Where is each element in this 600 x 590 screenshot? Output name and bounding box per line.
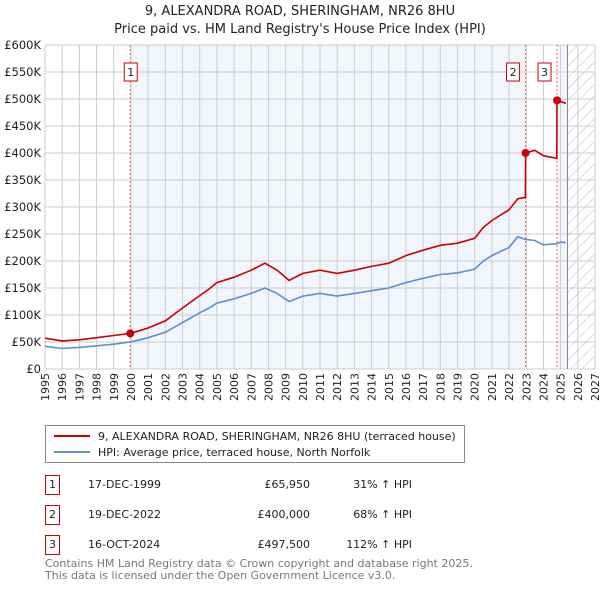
sale-row: 2 19-DEC-2022 £400,000 68% ↑ HPI [45,505,445,525]
x-tick-label: 2000 [125,373,138,401]
x-tick-label: 2014 [366,373,379,401]
sale-price: £65,950 [264,478,311,491]
footer-licence: This data is licensed under the Open Gov… [45,569,396,582]
sale-marker: 3 [45,535,60,555]
x-tick-label: 2021 [486,373,499,401]
hpi-line [44,235,566,350]
x-tick-label: 2003 [177,373,190,401]
sale-hpi-change: 68% ↑ HPI [353,508,412,521]
sale-point [553,96,562,105]
y-tick-label: £250K [4,227,41,241]
y-tick-label: £150K [4,281,41,295]
x-tick-label: 2022 [503,373,516,401]
sale-label-box [123,62,138,82]
x-tick-label: 2019 [452,373,465,401]
x-tick-label: 2004 [194,373,207,401]
chart-title: 9, ALEXANDRA ROAD, SHERINGHAM, NR26 8HU [144,4,456,19]
y-tick-label: £0 [26,362,41,376]
y-tick-label: £100K [4,308,41,322]
x-tick-label: 1998 [91,373,104,401]
sale-price: £400,000 [257,508,311,521]
legend-label-property: 9, ALEXANDRA ROAD, SHERINGHAM, NR26 8HU … [98,429,456,443]
x-tick-label: 2026 [572,373,585,401]
sale-label: 1 [127,66,134,79]
legend: 9, ALEXANDRA ROAD, SHERINGHAM, NR26 8HU … [45,425,465,463]
y-tick-label: £400K [4,146,41,160]
price-paid-line [44,99,567,342]
sale-point [126,329,135,338]
legend-label-hpi: HPI: Average price, terraced house, Nort… [98,445,371,459]
x-tick-label: 2017 [417,373,430,401]
x-tick-label: 2013 [348,373,361,401]
x-tick-label: 2002 [159,373,172,401]
y-tick-label: £550K [4,65,41,79]
x-tick-label: 1999 [108,373,121,401]
sale-price: £497,500 [257,538,311,551]
x-tick-label: 2010 [297,373,310,401]
x-tick-label: 2024 [537,373,550,401]
sale-row: 3 16-OCT-2024 £497,500 112% ↑ HPI [45,535,445,555]
sale-row: 1 17-DEC-1999 £65,950 31% ↑ HPI [45,475,445,495]
x-tick-label: 2020 [469,373,482,401]
footer-copyright: Contains HM Land Registry data © Crown c… [45,557,473,570]
y-tick-label: £200K [4,254,41,268]
y-tick-label: £600K [4,38,41,52]
x-tick-label: 2006 [228,373,241,401]
legend-blue-line [54,451,90,453]
x-tick-label: 2001 [142,373,155,401]
legend-red-line [54,435,90,437]
x-tick-label: 1996 [56,373,69,401]
x-tick-label: 2016 [400,373,413,401]
plot-area: 1995 1996 1997 1998 1999 2000 2001 2002 2003 2004… [4,38,600,401]
sale-date: 16-OCT-2024 [88,538,161,551]
sale-label-box [537,62,552,82]
y-tick-label: £350K [4,173,41,187]
sale-label: 2 [510,66,517,79]
x-tick-label: 2015 [383,373,396,401]
x-tick-label: 1995 [39,373,52,401]
footer: Contains HM Land Registry data © Crown c… [45,558,473,582]
x-tick-label: 1997 [73,373,86,401]
sale-point [521,149,530,157]
x-tick-label: 2027 [589,373,600,401]
x-tick-label: 2012 [331,373,344,401]
x-tick-label: 2018 [434,373,447,401]
sale-hpi-change: 31% ↑ HPI [353,478,412,491]
x-tick-label: 2007 [245,373,258,401]
x-tick-label: 2023 [520,373,533,401]
sale-label-box [506,62,521,82]
chart-subtitle: Price paid vs. HM Land Registry's House … [114,22,486,37]
sale-marker: 1 [45,475,60,495]
y-tick-label: £500K [4,92,41,106]
x-tick-label: 2008 [262,373,275,401]
sale-label: 3 [541,66,548,79]
sale-date: 17-DEC-1999 [88,478,162,491]
x-tick-label: 2009 [280,373,293,401]
sale-hpi-change: 112% ↑ HPI [346,538,412,551]
y-tick-label: £50K [12,335,42,349]
y-tick-label: £300K [4,200,41,214]
x-tick-label: 2025 [555,373,568,401]
sale-date: 19-DEC-2022 [88,508,162,521]
y-tick-label: £450K [4,119,41,133]
x-tick-label: 2011 [314,373,327,401]
sale-marker: 2 [45,505,60,525]
x-tick-label: 2005 [211,373,224,401]
